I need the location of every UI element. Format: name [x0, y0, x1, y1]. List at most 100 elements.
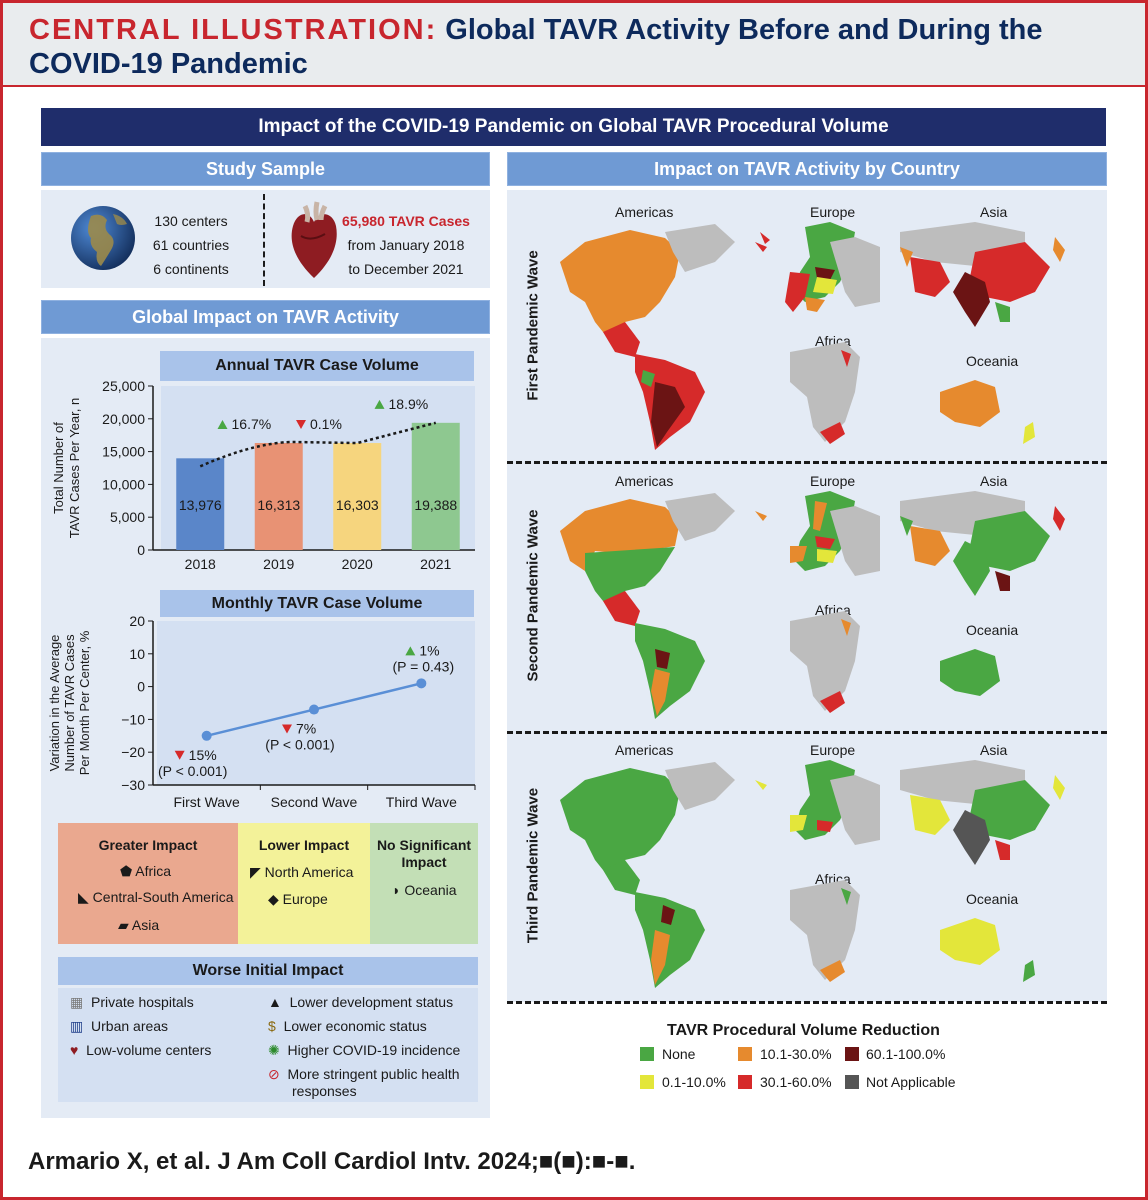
- legend-swatch-30-60: [738, 1075, 752, 1089]
- legend-label-60-100: 60.1-100.0%: [866, 1046, 946, 1062]
- w1-asia-label: Asia: [980, 204, 1008, 220]
- monthly-y-tick-label: −30: [121, 777, 145, 793]
- wave-divider-2: [507, 731, 1107, 734]
- wave-divider-1: [507, 461, 1107, 464]
- monthly-change-label: 7%: [296, 721, 316, 737]
- annual-bar: [411, 422, 460, 550]
- annual-bar: [333, 443, 382, 550]
- w3-americas-label: Americas: [615, 742, 674, 758]
- monthly-y-tick-label: 20: [129, 615, 145, 629]
- monthly-y-tick-label: 0: [137, 679, 145, 695]
- monthly-change-label: 1%: [419, 642, 439, 658]
- w2-world-map: [560, 491, 1065, 719]
- oceania-icon: ◗: [392, 882, 401, 898]
- monthly-point: [416, 678, 427, 689]
- study-sample-title: Study Sample: [41, 152, 490, 186]
- legend-label-10-30: 10.1-30.0%: [760, 1046, 832, 1062]
- monthly-p-value-label: (P = 0.43): [393, 658, 455, 674]
- monthly-change-label: 15%: [189, 747, 217, 763]
- legend-label-30-60: 30.1-60.0%: [760, 1074, 832, 1090]
- virus-icon: ✺: [268, 1042, 280, 1058]
- title-accent: CENTRAL ILLUSTRATION:: [29, 14, 438, 46]
- worse-impact-title: Worse Initial Impact: [58, 957, 478, 985]
- w3-europe-label: Europe: [810, 742, 856, 758]
- monthly-chart-title: Monthly TAVR Case Volume: [160, 590, 474, 617]
- annual-change-down-marker: [296, 419, 306, 429]
- global-impact-title: Global Impact on TAVR Activity: [41, 300, 490, 334]
- w2-asia-label: Asia: [980, 473, 1008, 489]
- europe-icon: ◆: [268, 891, 279, 907]
- lower-impact-title: Lower Impact: [258, 837, 350, 853]
- third-wave-label: Third Pandemic Wave: [524, 787, 542, 944]
- cases-count: 65,980 TAVR Cases: [342, 213, 470, 229]
- worse-covid: ✺ Higher COVID-19 incidence: [268, 1042, 461, 1058]
- no-impact-title: No Significant Impact: [376, 837, 472, 870]
- w2-americas-label: Americas: [615, 473, 674, 489]
- annual-bar-value-label: 13,976: [179, 497, 222, 513]
- lower-impact-box: Lower Impact ◤ North America ◆ Europe: [238, 823, 370, 944]
- monthly-change-down-marker: [174, 750, 185, 760]
- worse-impact-panel: ▦ Private hospitals ▥ Urban areas ♥ Low-…: [58, 988, 478, 1102]
- monthly-y-tick-label: −20: [121, 744, 145, 760]
- annual-x-tick-label: 2018: [185, 556, 216, 572]
- annual-x-tick-label: 2019: [263, 556, 294, 572]
- africa-icon: ⬟: [120, 863, 133, 879]
- lower-item-europe: ◆ Europe: [268, 891, 328, 907]
- monthly-point: [309, 704, 319, 715]
- sample-stats: 130 centers 61 countries 6 continents: [141, 209, 241, 281]
- monthly-point: [201, 730, 212, 741]
- annual-bar-value-label: 16,313: [257, 497, 300, 513]
- worse-low-volume: ♥ Low-volume centers: [70, 1042, 212, 1058]
- annual-x-tick-label: 2021: [420, 556, 451, 572]
- figure-title: CENTRAL ILLUSTRATION: Global TAVR Activi…: [29, 13, 1129, 81]
- sample-cases: 65,980 TAVR Cases from January 2018 to D…: [341, 209, 471, 281]
- w2-oceania-label: Oceania: [966, 622, 1019, 638]
- greater-item-asia: ▰ Asia: [118, 917, 160, 933]
- w3-world-map: [560, 760, 1065, 988]
- lower-item-na: ◤ North America: [250, 864, 354, 880]
- annual-y-tick-label: 0: [137, 542, 145, 558]
- annual-chart-title: Annual TAVR Case Volume: [160, 351, 474, 381]
- worse-development: ▲ Lower development status: [268, 994, 454, 1010]
- annual-y-tick-label: 10,000: [102, 476, 145, 492]
- w2-europe-label: Europe: [810, 473, 856, 489]
- annual-change-up-marker: [374, 399, 385, 409]
- legend-title: TAVR Procedural Volume Reduction: [667, 1022, 940, 1039]
- w1-world-map: [560, 222, 1065, 450]
- annual-change-label: 16.7%: [232, 416, 272, 432]
- annual-y-tick-label: 25,000: [102, 380, 145, 394]
- hospital-icon: ▦: [70, 994, 84, 1010]
- monthly-y-axis-label: Variation in the AverageNumber of TAVR C…: [47, 630, 92, 775]
- annual-trend-line: [199, 421, 437, 468]
- title-line1: Global TAVR Activity Before and During t…: [445, 14, 1043, 46]
- monthly-change-down-marker: [282, 724, 292, 734]
- period-end: to December 2021: [348, 261, 464, 277]
- annual-x-tick-label: 2020: [342, 556, 373, 572]
- asia-icon: ▰: [118, 917, 129, 933]
- greater-impact-box: Greater Impact ⬟ Africa ◣ Central-South …: [58, 823, 238, 944]
- monthly-x-tick-label: First Wave: [173, 794, 240, 810]
- annual-change-up-marker: [217, 419, 228, 429]
- monthly-x-tick-label: Second Wave: [271, 794, 358, 810]
- legend-swatch-0-10: [640, 1075, 654, 1089]
- no-impact-box: No Significant Impact ◗ Oceania: [370, 823, 478, 944]
- monthly-p-value-label: (P < 0.001): [265, 737, 334, 753]
- wave-divider-3: [507, 1001, 1107, 1004]
- worse-private-hospitals: ▦ Private hospitals: [70, 994, 194, 1010]
- greater-impact-title: Greater Impact: [98, 837, 198, 853]
- w1-americas-label: Americas: [615, 204, 674, 220]
- annual-y-tick-label: 20,000: [102, 411, 145, 427]
- monthly-line-chart: −30 −20 −10 0 10 20 Variation in the AverageNu…: [47, 615, 476, 810]
- countries-count: 61 countries: [152, 237, 230, 253]
- greater-item-africa: ⬟ Africa: [120, 863, 172, 879]
- w1-oceania-label: Oceania: [966, 353, 1019, 369]
- annual-bar-value-label: 16,303: [336, 497, 379, 513]
- w1-europe-label: Europe: [810, 204, 856, 220]
- annual-bar: [254, 442, 303, 550]
- heart-small-icon: ♥: [70, 1042, 79, 1058]
- annual-bar-chart: 0 5,000 10,000 15,000 20,000 25,000 Total Numb…: [51, 380, 475, 572]
- city-icon: ▥: [70, 1018, 84, 1034]
- header: CENTRAL ILLUSTRATION: Global TAVR Activi…: [3, 3, 1145, 87]
- no-impact-item-oceania: ◗ Oceania: [392, 882, 457, 898]
